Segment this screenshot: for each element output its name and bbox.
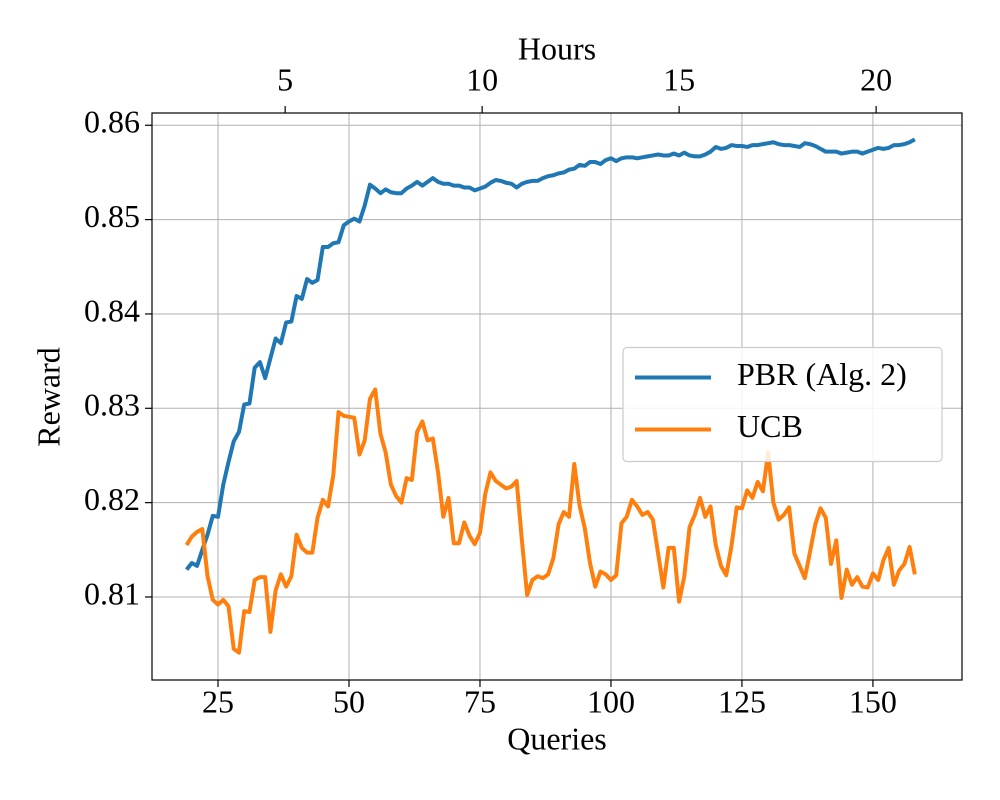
y-axis-label: Reward bbox=[30, 347, 66, 447]
x2-tick-label: 15 bbox=[663, 61, 695, 97]
y-tick-label: 0.83 bbox=[84, 387, 140, 423]
x-tick-label: 25 bbox=[202, 683, 234, 719]
x-tick-label: 125 bbox=[718, 683, 766, 719]
x2-tick-label: 5 bbox=[277, 61, 293, 97]
x2-tick-label: 20 bbox=[860, 61, 892, 97]
x-axis-label: Queries bbox=[507, 720, 607, 756]
y-tick-label: 0.84 bbox=[84, 292, 140, 328]
x-tick-label: 150 bbox=[849, 683, 897, 719]
x-tick-label: 100 bbox=[587, 683, 635, 719]
plot-frame bbox=[151, 112, 963, 681]
x2-tick-label: 10 bbox=[466, 61, 498, 97]
y-tick-label: 0.86 bbox=[84, 104, 140, 140]
x2-axis-label: Hours bbox=[518, 30, 596, 66]
series-line bbox=[185, 137, 916, 571]
y-tick-label: 0.85 bbox=[84, 198, 140, 234]
x-tick-label: 75 bbox=[464, 683, 496, 719]
y-tick-label: 0.82 bbox=[84, 481, 140, 517]
y-tick-label: 0.81 bbox=[84, 575, 140, 611]
series-line bbox=[184, 387, 917, 655]
x-tick-label: 50 bbox=[333, 683, 365, 719]
legend-label: UCB bbox=[737, 408, 803, 444]
legend-label: PBR (Alg. 2) bbox=[737, 356, 907, 392]
